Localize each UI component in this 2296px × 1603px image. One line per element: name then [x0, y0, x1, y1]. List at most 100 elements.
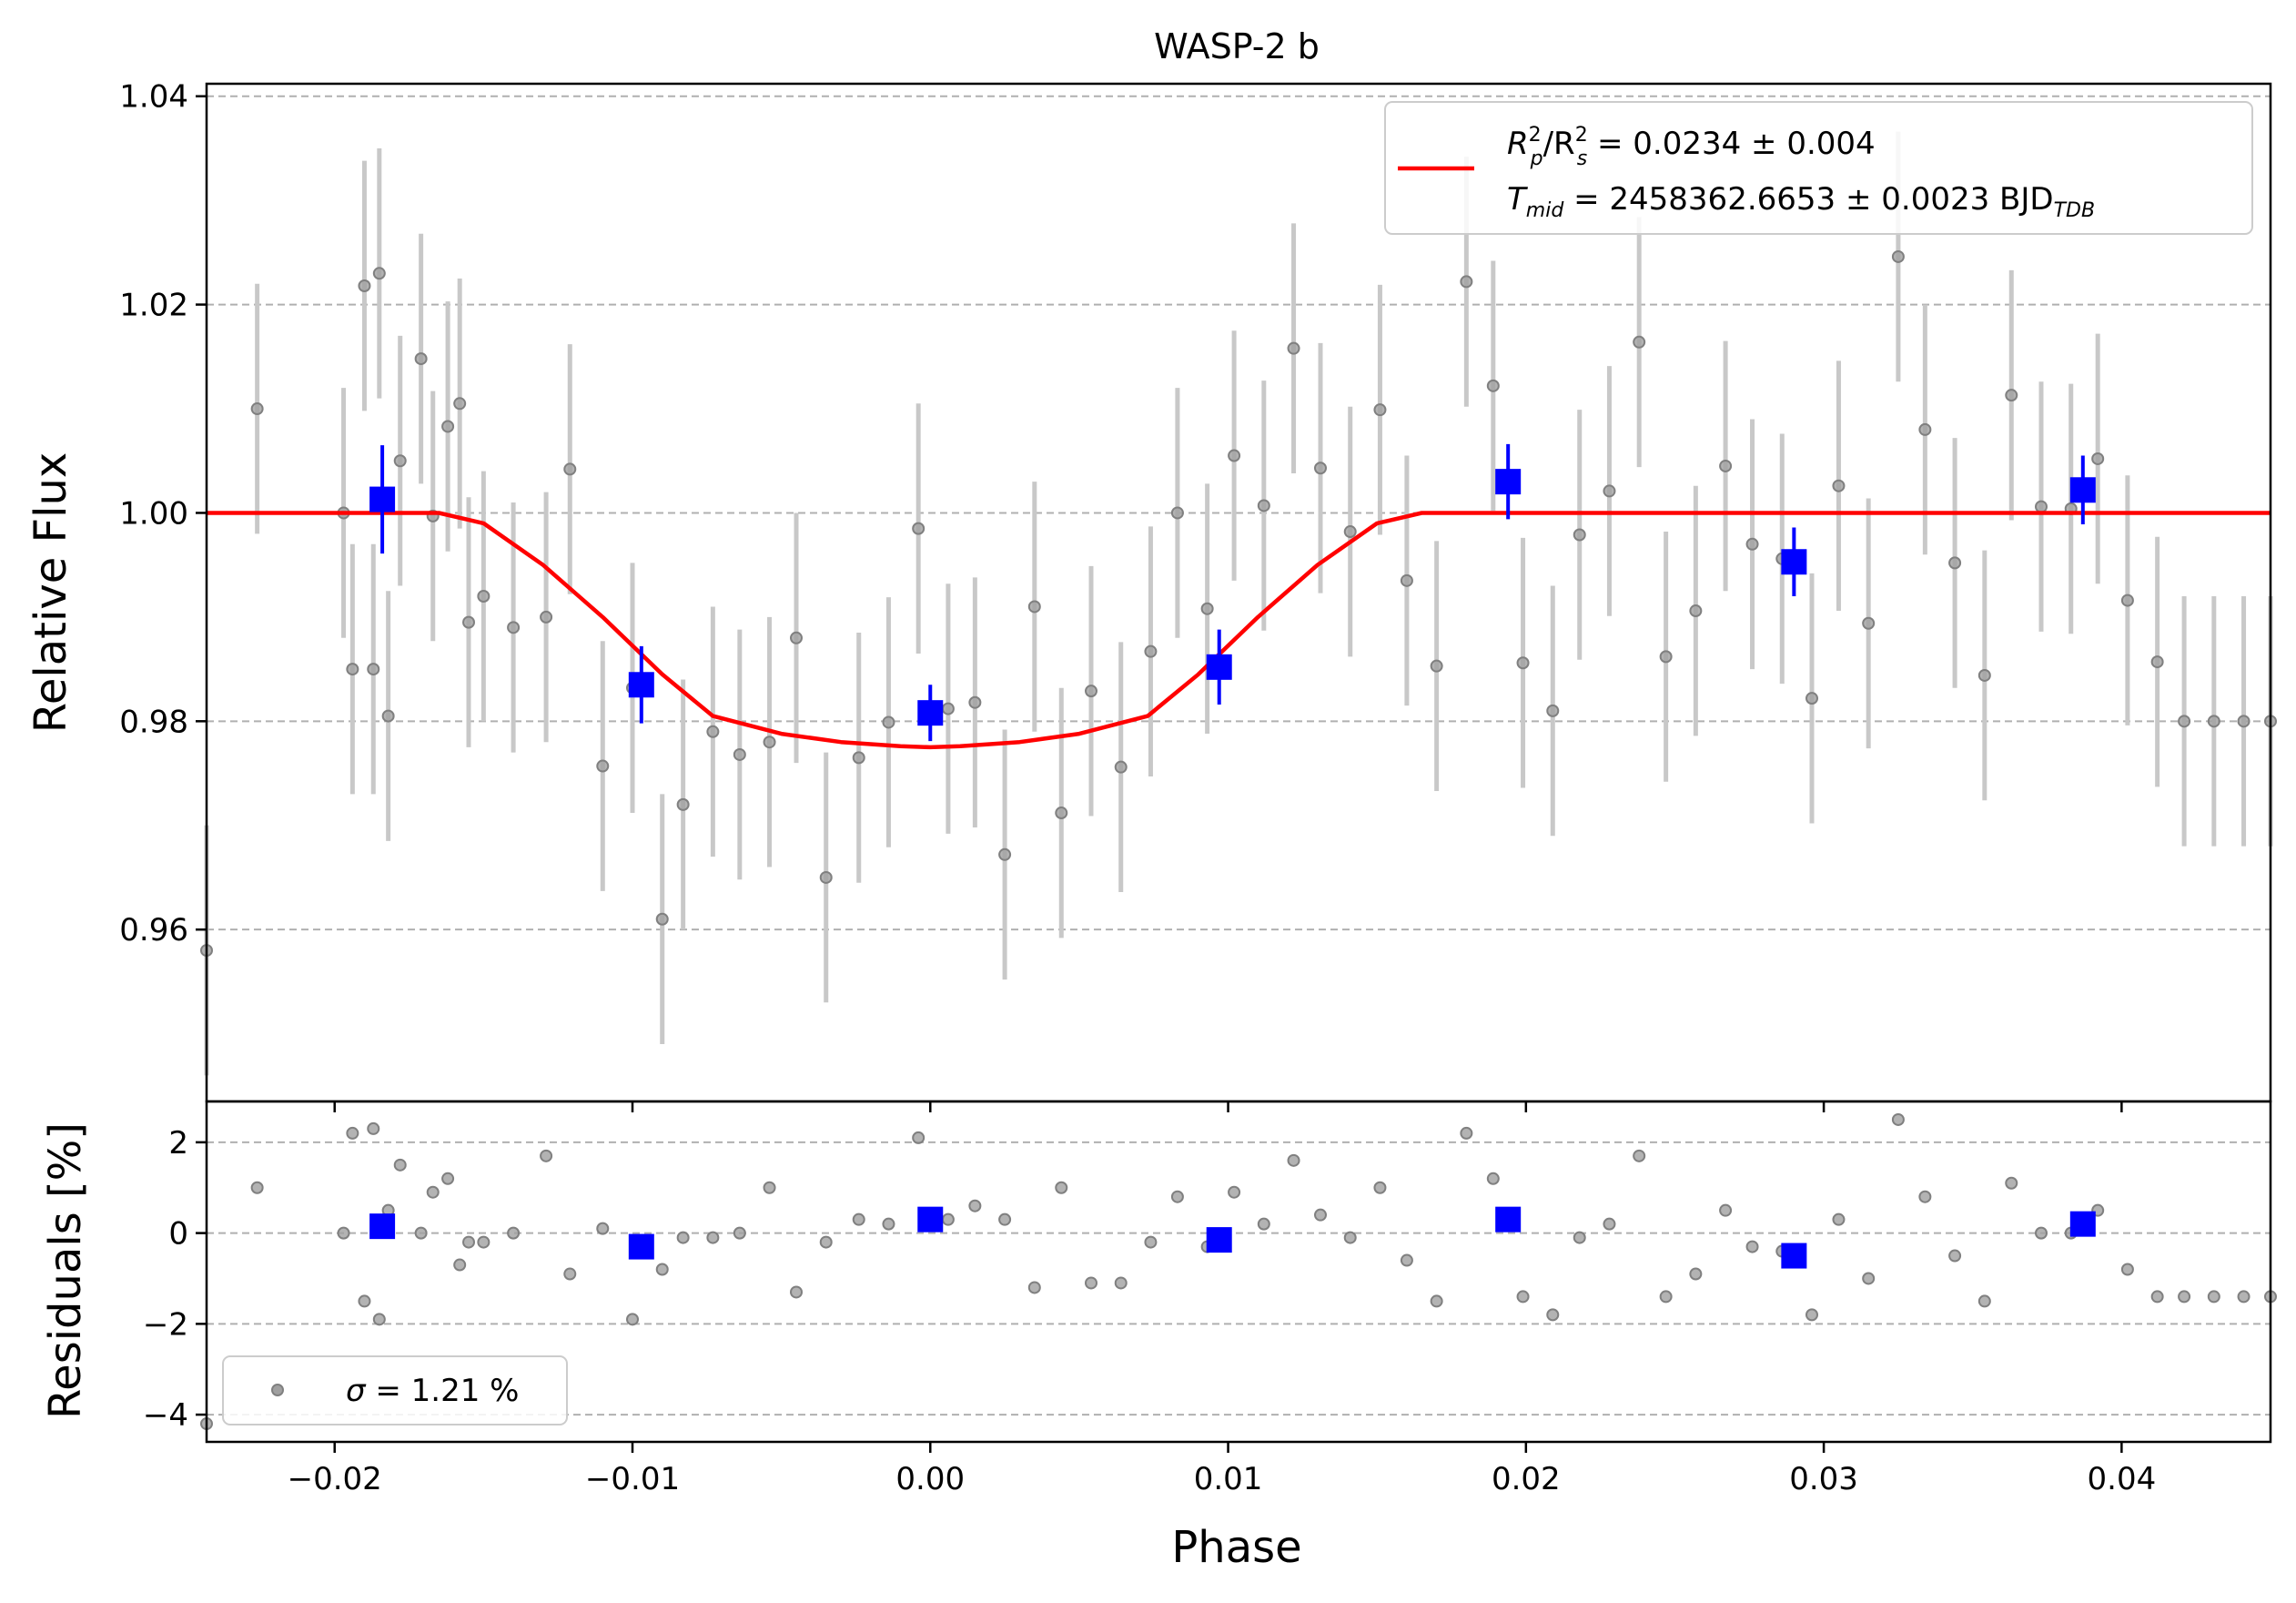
data-point	[763, 736, 776, 749]
resid-x-ticks: −0.02 −0.01 0.00 0.01 0.02 0.03 0.04	[288, 1442, 2157, 1497]
resid-legend: σ = 1.21 %	[222, 1355, 568, 1425]
residual-point	[540, 1149, 553, 1162]
data-point	[1400, 573, 1413, 587]
residual-point	[655, 1263, 669, 1276]
data-point	[1287, 341, 1300, 355]
data-point	[852, 751, 865, 765]
residual-binned-points	[369, 1206, 2096, 1269]
binned-point	[369, 486, 396, 512]
residual-point	[2237, 1290, 2250, 1304]
data-point	[367, 663, 380, 676]
binned-point	[2069, 477, 2096, 503]
data-point	[381, 709, 395, 723]
residual-point	[1603, 1217, 1616, 1231]
data-point	[1832, 479, 1846, 492]
residual-point	[2005, 1176, 2018, 1190]
residual-point	[1144, 1235, 1158, 1249]
data-point	[1719, 459, 1733, 472]
main-legend: R2 p/R2 s = 0.0234 ± 0.004 Tmid = 2458362.…	[1384, 101, 2253, 235]
residual-point	[1745, 1240, 1759, 1253]
data-point	[540, 610, 553, 624]
resid-axes-frame	[205, 1100, 2272, 1444]
data-point	[477, 590, 491, 604]
residual-point	[563, 1267, 577, 1281]
data-point	[882, 715, 895, 729]
data-point	[819, 870, 833, 884]
x-tick-label: 0.04	[2088, 1461, 2157, 1497]
legend-rp-rs-label: R2 p/R2 s = 0.0234 ± 0.004	[1507, 124, 1876, 170]
residual-point	[626, 1313, 639, 1326]
data-point	[790, 631, 803, 644]
residual-point	[763, 1181, 776, 1194]
legend-tmid-label: Tmid = 2458362.6653 ± 0.0023 BJDTDB	[1507, 181, 2095, 222]
data-point	[655, 912, 669, 926]
binned-point	[1495, 469, 1522, 495]
residual-point	[1114, 1276, 1128, 1290]
residual-point	[1027, 1281, 1041, 1294]
data-point	[1573, 528, 1586, 542]
data-point	[507, 621, 521, 634]
data-point	[1862, 616, 1876, 630]
data-points	[200, 249, 2277, 958]
data-point	[372, 267, 386, 280]
resid-y-tick-label: 2	[168, 1125, 188, 1162]
resid-y-ticks: −4 −2 0 2	[143, 1125, 207, 1434]
resid-y-tick-label: 0	[168, 1216, 188, 1253]
x-axis-title: Phase	[1171, 1522, 1301, 1573]
residual-point	[1977, 1294, 1991, 1308]
data-point	[441, 420, 455, 433]
data-point	[596, 759, 610, 773]
residual-point	[1343, 1231, 1357, 1244]
residual-point	[1400, 1253, 1413, 1267]
main-y-tick-label: 0.96	[119, 912, 188, 949]
data-point	[1977, 668, 1991, 682]
main-plot-area	[200, 131, 2277, 1076]
residual-point	[1832, 1212, 1846, 1226]
main-y-tick-label: 0.98	[119, 704, 188, 740]
residual-point	[1373, 1181, 1387, 1194]
residual-binned-point	[369, 1213, 396, 1240]
residual-point	[1633, 1149, 1646, 1162]
data-point	[2005, 389, 2018, 402]
residual-point	[346, 1126, 359, 1140]
residual-point	[250, 1181, 264, 1194]
residual-point	[1257, 1217, 1270, 1231]
residual-point	[912, 1131, 925, 1144]
residual-point	[337, 1226, 350, 1240]
data-point	[1257, 499, 1270, 512]
x-tick-label: 0.03	[1789, 1461, 1858, 1497]
main-y-tick-label: 1.04	[119, 79, 188, 116]
residual-point	[852, 1212, 865, 1226]
data-point	[706, 725, 720, 738]
data-point	[1343, 525, 1357, 539]
data-point	[2207, 715, 2220, 728]
residual-point	[1719, 1203, 1733, 1217]
main-y-tick-label: 1.02	[119, 288, 188, 324]
residual-point	[706, 1231, 720, 1244]
data-point	[1891, 249, 1905, 263]
x-tick-label: 0.00	[895, 1461, 965, 1497]
residual-point	[1085, 1276, 1097, 1290]
main-axes-frame	[205, 82, 2272, 1103]
data-point	[1918, 422, 1932, 436]
data-point	[1948, 556, 1962, 570]
data-point	[2237, 715, 2250, 728]
data-point	[676, 797, 690, 811]
binned-point	[917, 700, 944, 726]
residual-point	[1516, 1290, 1530, 1304]
data-point	[2120, 594, 2134, 607]
residual-point	[426, 1185, 440, 1199]
data-point	[1228, 449, 1241, 462]
residual-point	[1460, 1126, 1473, 1140]
data-point	[358, 279, 371, 292]
binned-points	[369, 443, 2096, 742]
transit-model-line	[207, 511, 2271, 750]
residual-point	[507, 1226, 521, 1240]
data-point	[1460, 275, 1473, 289]
data-point	[414, 352, 428, 366]
residual-point	[393, 1158, 407, 1172]
residual-point	[1573, 1231, 1586, 1244]
data-point	[912, 522, 925, 535]
residual-point	[1862, 1272, 1876, 1285]
